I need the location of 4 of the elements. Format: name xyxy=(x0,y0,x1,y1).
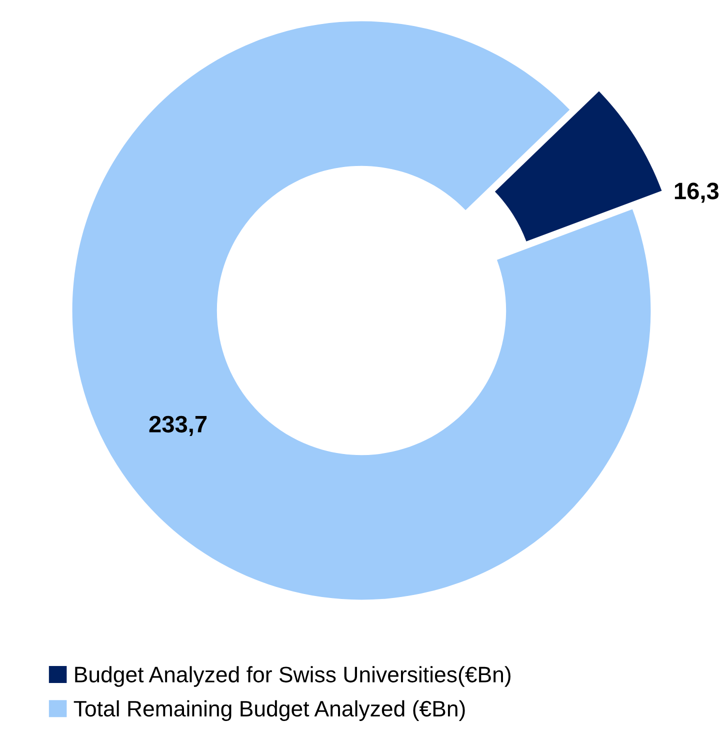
legend-label: Total Remaining Budget Analyzed (€Bn) xyxy=(74,700,465,721)
data-label: 16,3 xyxy=(674,182,719,203)
legend-label: Budget Analyzed for Swiss Universities(€Bn) xyxy=(75,666,510,687)
data-label: 233,7 xyxy=(149,416,207,436)
